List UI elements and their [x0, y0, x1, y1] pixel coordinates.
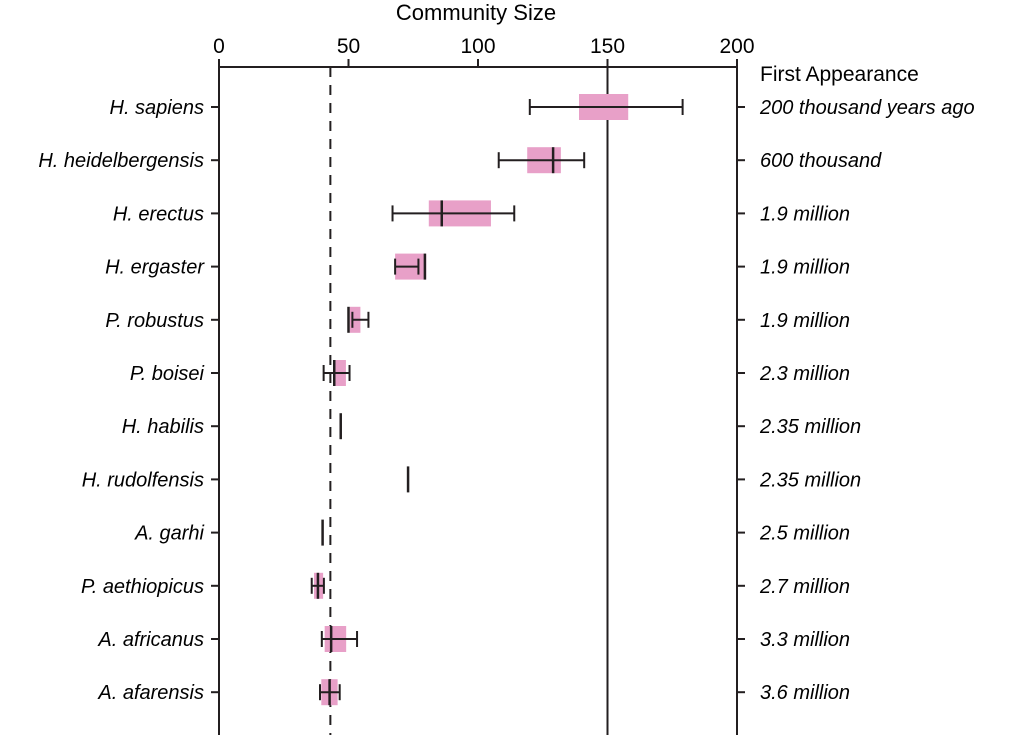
first-appearance-label: 1.9 million — [760, 257, 850, 279]
first-appearance-label: 2.5 million — [759, 523, 850, 545]
species-label: A. afarensis — [97, 682, 204, 704]
first-appearance-label: 200 thousand years ago — [759, 97, 975, 119]
x-tick-label: 100 — [460, 35, 495, 58]
species-label: A. garhi — [134, 523, 204, 545]
right-axis-header: First Appearance — [760, 63, 919, 86]
species-label: P. aethiopicus — [81, 576, 204, 598]
first-appearance-label: 2.7 million — [759, 576, 850, 598]
first-appearance-label: 600 thousand — [760, 150, 882, 172]
species-label: H. sapiens — [110, 97, 205, 119]
species-label: H. ergaster — [105, 257, 205, 279]
species-label: H. habilis — [122, 416, 204, 438]
chart-title: Community Size — [396, 0, 556, 25]
species-label: H. rudolfensis — [82, 469, 204, 491]
species-label: H. heidelbergensis — [38, 150, 204, 172]
x-tick-label: 150 — [590, 35, 625, 58]
x-tick-label: 50 — [337, 35, 360, 58]
first-appearance-label: 3.6 million — [760, 682, 850, 704]
first-appearance-label: 2.35 million — [759, 469, 861, 491]
first-appearance-label: 2.35 million — [759, 416, 861, 438]
x-tick-label: 0 — [213, 35, 225, 58]
x-tick-label: 200 — [719, 35, 754, 58]
first-appearance-label: 1.9 million — [760, 203, 850, 225]
species-label: P. robustus — [105, 310, 204, 332]
species-label: A. africanus — [97, 629, 204, 651]
first-appearance-label: 3.3 million — [760, 629, 850, 651]
first-appearance-label: 1.9 million — [760, 310, 850, 332]
species-label: P. boisei — [130, 363, 205, 385]
first-appearance-label: 2.3 million — [759, 363, 850, 385]
species-label: H. erectus — [113, 203, 204, 225]
